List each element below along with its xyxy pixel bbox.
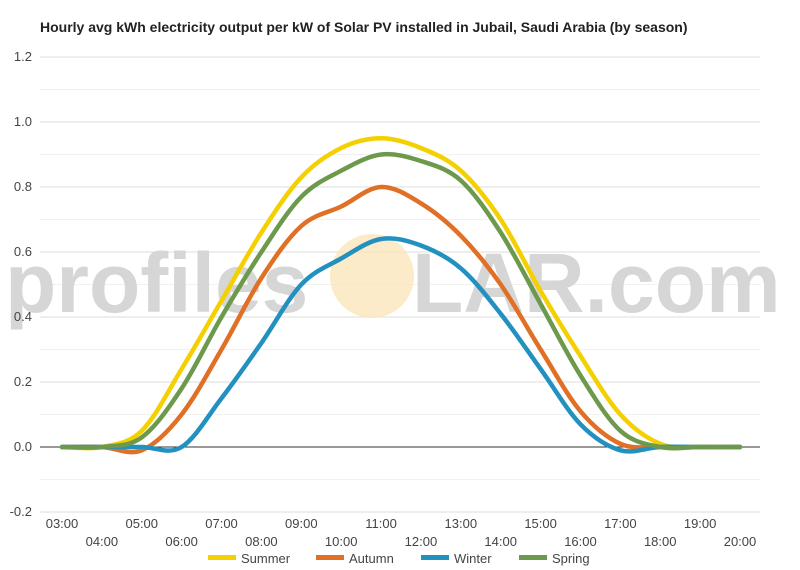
series-line-spring: [59, 151, 743, 451]
x-tick-label: 10:00: [325, 534, 358, 549]
x-tick-label: 13:00: [445, 516, 478, 531]
legend-item-spring[interactable]: Spring: [519, 551, 590, 566]
x-tick-label: 04:00: [86, 534, 119, 549]
legend-item-summer[interactable]: Summer: [208, 551, 291, 566]
x-tick-label: 17:00: [604, 516, 637, 531]
watermark-sun-icon: [330, 234, 414, 318]
series-line-autumn: [59, 184, 743, 455]
legend-swatch: [519, 555, 547, 560]
x-axis: 03:00 04:00 05:00 06:00 07:00 08:00 09:00 10:00…: [46, 516, 757, 549]
y-tick-label: 0.6: [14, 244, 32, 259]
legend-swatch: [208, 555, 236, 560]
legend-item-winter[interactable]: Winter: [421, 551, 492, 566]
y-tick-label: 1.0: [14, 114, 32, 129]
legend-label: Spring: [552, 551, 590, 566]
series-layer: [59, 136, 743, 455]
x-tick-label: 07:00: [205, 516, 238, 531]
y-tick-label: 0.4: [14, 309, 32, 324]
y-tick-label: 0.8: [14, 179, 32, 194]
series-line-winter: [59, 236, 743, 454]
y-tick-label: 0.2: [14, 374, 32, 389]
legend-swatch: [421, 555, 449, 560]
x-tick-label: 03:00: [46, 516, 79, 531]
x-tick-label: 15:00: [524, 516, 557, 531]
x-tick-label: 08:00: [245, 534, 278, 549]
x-tick-label: 06:00: [165, 534, 198, 549]
y-tick-label: 1.2: [14, 49, 32, 64]
y-tick-label: 0.0: [14, 439, 32, 454]
legend[interactable]: Summer Autumn Winter Spring: [208, 551, 590, 566]
watermark: profiles LAR.com: [5, 234, 781, 330]
x-tick-label: 18:00: [644, 534, 677, 549]
legend-item-autumn[interactable]: Autumn: [316, 551, 394, 566]
x-tick-label: 05:00: [125, 516, 158, 531]
y-axis: -0.2 0.0 0.2 0.4 0.6 0.8 1.0 1.2: [10, 49, 32, 519]
x-tick-label: 09:00: [285, 516, 318, 531]
y-tick-label: -0.2: [10, 504, 32, 519]
x-tick-label: 14:00: [484, 534, 517, 549]
legend-swatch: [316, 555, 344, 560]
x-tick-label: 19:00: [684, 516, 717, 531]
legend-label: Winter: [454, 551, 492, 566]
x-tick-label: 20:00: [724, 534, 757, 549]
x-tick-label: 11:00: [365, 516, 397, 531]
legend-label: Summer: [241, 551, 291, 566]
legend-label: Autumn: [349, 551, 394, 566]
x-tick-label: 16:00: [564, 534, 597, 549]
series-line-summer: [59, 136, 743, 451]
chart-title: Hourly avg kWh electricity output per kW…: [40, 19, 688, 35]
x-tick-label: 12:00: [405, 534, 438, 549]
watermark-text-right: LAR.com: [412, 236, 781, 330]
